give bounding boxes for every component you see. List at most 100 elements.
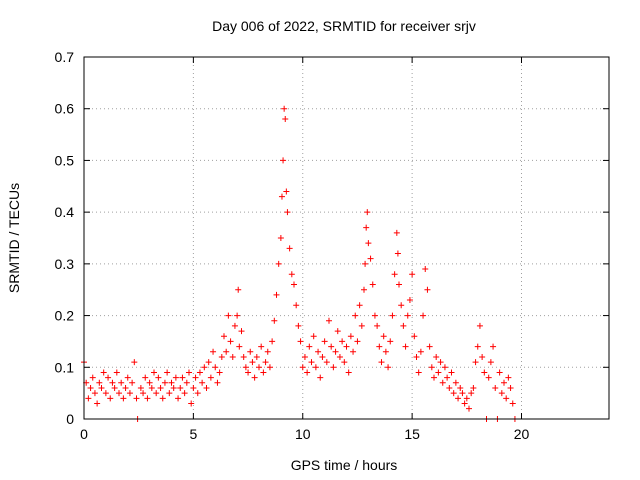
data-point (295, 322, 302, 329)
data-point (87, 384, 94, 391)
data-point (144, 395, 151, 402)
data-point (396, 281, 402, 288)
data-point (441, 364, 448, 371)
data-point (247, 348, 254, 355)
data-point (413, 353, 420, 360)
data-point (431, 374, 437, 381)
data-point (166, 390, 173, 397)
data-point (326, 317, 332, 324)
data-point (402, 343, 409, 350)
data-point (190, 384, 197, 391)
data-point (282, 116, 289, 123)
data-point (455, 395, 462, 402)
data-point (315, 348, 322, 355)
data-point (146, 379, 153, 386)
data-point (151, 369, 157, 376)
data-point (452, 379, 459, 386)
data-point (175, 395, 182, 402)
data-point (420, 312, 427, 319)
y-tick-label: 0.3 (55, 256, 75, 272)
data-point (131, 359, 138, 366)
data-point (411, 333, 418, 340)
data-point (297, 338, 304, 345)
data-point (485, 374, 492, 381)
data-point (133, 395, 140, 402)
data-point (446, 384, 453, 391)
data-point (312, 364, 319, 371)
data-point (293, 302, 300, 309)
data-point (476, 322, 483, 329)
data-point (345, 369, 352, 376)
data-point (398, 302, 405, 309)
data-point (280, 157, 287, 164)
data-point (479, 353, 486, 360)
y-tick-label: 0.1 (55, 359, 75, 375)
data-point (260, 369, 267, 376)
data-point (354, 338, 361, 345)
data-point (490, 343, 497, 350)
data-point (308, 359, 315, 366)
data-point (481, 369, 488, 376)
data-point (350, 348, 357, 355)
data-point (317, 374, 324, 381)
data-point (415, 369, 422, 376)
data-point (369, 281, 376, 288)
data-point (461, 400, 468, 407)
data-point (507, 384, 514, 391)
data-point (283, 188, 290, 195)
data-point (498, 390, 505, 397)
data-point (120, 395, 127, 402)
data-point (216, 369, 223, 376)
data-point (269, 338, 276, 345)
data-point (323, 359, 330, 366)
data-point (389, 312, 396, 319)
data-point (262, 359, 269, 366)
data-point (91, 390, 98, 397)
data-point (319, 353, 326, 360)
data-point (466, 405, 472, 412)
data-point (341, 359, 348, 366)
data-point (404, 312, 411, 319)
data-point (448, 369, 455, 376)
data-point (380, 333, 387, 340)
data-point (374, 322, 381, 329)
data-point (362, 260, 369, 267)
data-point (433, 353, 440, 360)
y-tick-label: 0 (66, 411, 74, 427)
data-point (188, 400, 195, 407)
data-point (172, 374, 179, 381)
data-point (330, 364, 337, 371)
data-point (157, 384, 164, 391)
x-axis-label: GPS time / hours (291, 457, 398, 473)
data-point (164, 369, 171, 376)
data-point (328, 343, 335, 350)
data-point (470, 384, 477, 391)
data-point (424, 286, 431, 293)
tick-layer: 0 5 10 15 20 0 0.1 0.2 0.3 0.4 0.5 0.6 0.7 (55, 49, 609, 442)
data-point (186, 369, 192, 376)
data-point (264, 348, 271, 355)
data-point (266, 364, 273, 371)
data-point (382, 348, 389, 355)
x-tick-label: 0 (80, 426, 88, 442)
grid-layer (84, 57, 609, 419)
data-point (107, 395, 114, 402)
data-point (332, 348, 339, 355)
data-point (159, 395, 166, 402)
data-point (170, 384, 177, 391)
data-point (457, 384, 464, 391)
data-point (365, 240, 372, 247)
data-point (218, 353, 225, 360)
data-point (223, 348, 230, 355)
data-point (505, 374, 512, 381)
data-point (242, 364, 249, 371)
chart-title: Day 006 of 2022, SRMTID for receiver srj… (212, 18, 476, 34)
data-point (367, 255, 374, 262)
x-tick-label: 15 (404, 426, 420, 442)
data-point (140, 390, 147, 397)
data-point (98, 384, 105, 391)
data-point (196, 369, 203, 376)
data-point (281, 105, 288, 112)
data-point (387, 338, 394, 345)
